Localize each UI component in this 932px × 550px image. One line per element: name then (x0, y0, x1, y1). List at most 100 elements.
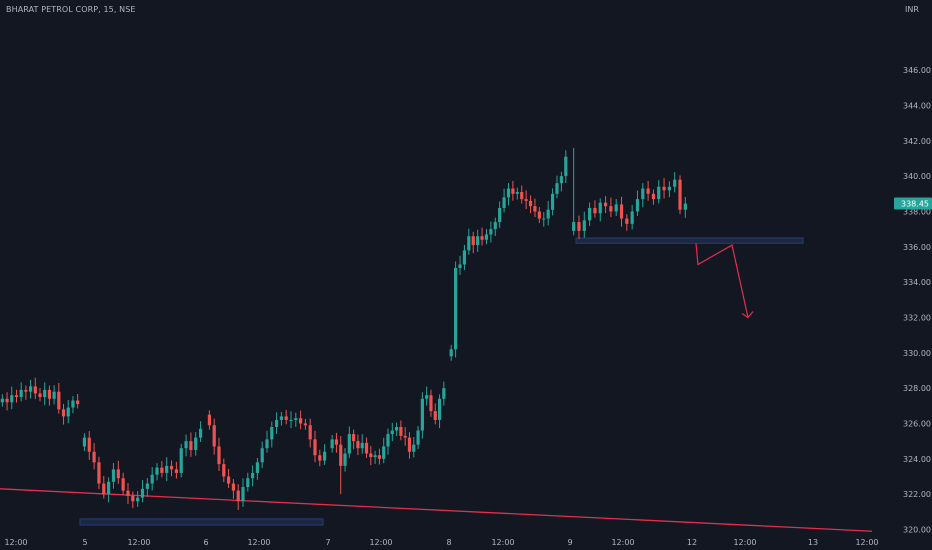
x-tick-label: 12:00 (855, 538, 878, 547)
y-tick-label: 340.00 (903, 172, 931, 181)
candle (429, 389, 433, 417)
candle-body (189, 441, 193, 450)
last-price-label: 338.45 (901, 200, 929, 209)
candle (251, 465, 255, 487)
candle-body (61, 409, 66, 417)
candle (303, 419, 307, 430)
candle (582, 211, 586, 238)
candle-body (678, 179, 682, 210)
candle-body (136, 497, 140, 502)
candle-body (251, 472, 255, 479)
candle-body (236, 490, 240, 502)
candle-body (433, 411, 437, 420)
candle-body (667, 186, 671, 191)
candle (47, 385, 52, 406)
candle-body (373, 455, 377, 458)
y-tick-label: 326.00 (903, 419, 931, 428)
candle (588, 202, 592, 226)
candle (347, 426, 351, 458)
trendline-group (0, 488, 873, 532)
candle-body (165, 465, 169, 473)
candle (284, 409, 288, 425)
candle-body (407, 437, 412, 452)
candle (550, 188, 555, 216)
currency-label: INR (905, 5, 919, 14)
candle-body (542, 218, 546, 220)
candle-body (255, 462, 259, 473)
candle (222, 458, 226, 483)
y-tick-label: 322.00 (903, 490, 931, 499)
candle (382, 437, 386, 464)
candle-body (683, 203, 687, 210)
y-tick-label: 328.00 (903, 384, 931, 393)
candle-body (550, 193, 555, 210)
candle-body (416, 430, 420, 445)
candle-body (429, 395, 433, 412)
candle (87, 431, 91, 460)
candle (407, 432, 412, 459)
candle-body (524, 199, 528, 201)
candle (189, 432, 193, 457)
support-zone-low[interactable] (79, 518, 324, 526)
candle-body (480, 236, 484, 240)
candle-body (603, 202, 608, 207)
candle (609, 197, 613, 218)
candle (467, 228, 471, 255)
candle (506, 183, 511, 206)
candle-body (520, 192, 524, 200)
candle (255, 457, 259, 480)
candle-body (92, 451, 96, 463)
candle (207, 410, 211, 430)
candle (97, 456, 101, 490)
candle-body (270, 427, 274, 440)
candle (603, 196, 608, 214)
candle-body (593, 207, 597, 214)
candle-body (588, 207, 592, 221)
trendline[interactable] (0, 488, 873, 532)
candle (493, 217, 497, 237)
candle-body (194, 437, 198, 450)
candle (598, 198, 602, 222)
candle-body (150, 474, 154, 484)
candle-body (559, 176, 563, 184)
candle (593, 200, 597, 218)
support-zone-high[interactable] (575, 237, 804, 244)
candle (546, 201, 550, 226)
x-tick-label: 13 (808, 538, 818, 547)
candle-body (303, 423, 307, 426)
candle-body (369, 453, 373, 458)
y-tick-label: 320.00 (903, 525, 931, 534)
x-tick-label: 12:00 (127, 538, 150, 547)
projection-path[interactable] (695, 243, 749, 318)
time-axis[interactable]: 12:00 5 12:00 6 12:00 7 12:00 8 12:00 9 12:00 12 12:… (4, 538, 878, 547)
candle (502, 188, 506, 213)
candle-body (52, 391, 56, 399)
candle (399, 420, 403, 441)
candle (289, 411, 293, 429)
candle-body (5, 398, 9, 403)
candle-body (275, 419, 279, 428)
candle (386, 428, 390, 455)
candle (318, 449, 322, 467)
candle (437, 394, 442, 429)
price-axis[interactable]: 320.00 322.00 324.00 326.00 328.00 330.00 332.… (903, 66, 931, 534)
projection-group (695, 243, 754, 319)
candle (184, 434, 188, 457)
candle-body (246, 478, 250, 488)
candle (572, 147, 576, 236)
candle (111, 462, 116, 489)
candle-body (546, 209, 550, 219)
candle (555, 175, 559, 199)
candle-body (33, 386, 37, 394)
candle-body (241, 487, 245, 502)
candle-body (24, 389, 28, 392)
candle-body (454, 268, 458, 350)
candle (52, 385, 56, 405)
candle (66, 399, 70, 424)
candle-body (564, 156, 568, 177)
candle (308, 418, 312, 448)
candle (236, 484, 240, 511)
candle (524, 190, 528, 210)
candle-body (198, 428, 203, 438)
